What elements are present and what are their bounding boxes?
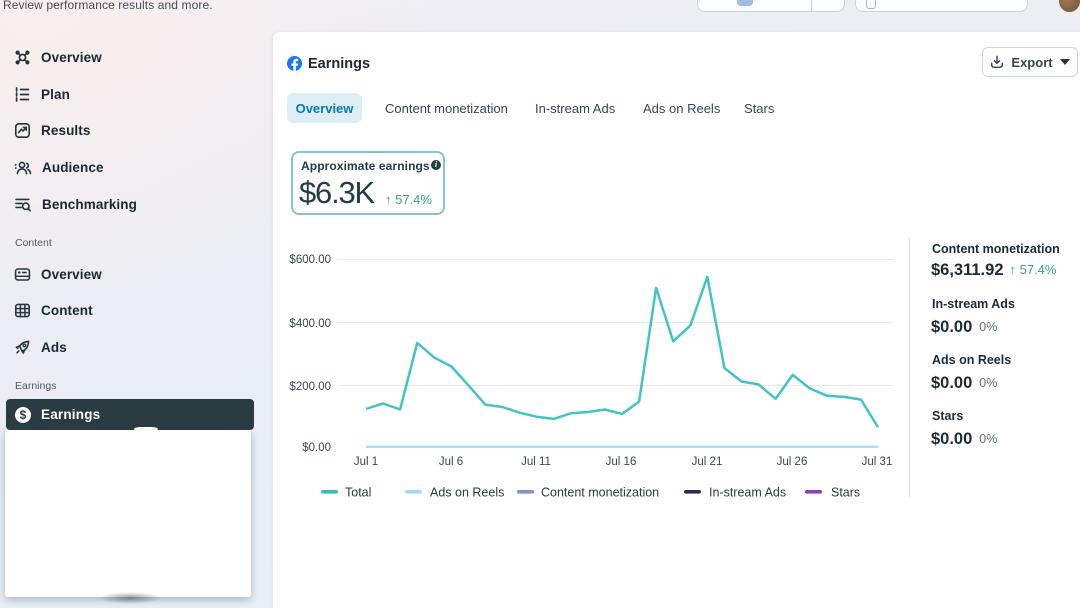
svg-text:$0.00: $0.00 xyxy=(302,442,331,454)
svg-text:Jul 6: Jul 6 xyxy=(439,456,463,468)
svg-text:Jul 21: Jul 21 xyxy=(692,456,723,468)
svg-text:Jul 11: Jul 11 xyxy=(521,456,551,468)
svg-text:Jul 16: Jul 16 xyxy=(606,456,637,468)
svg-text:Content monetization: Content monetization xyxy=(541,486,659,500)
svg-text:Stars: Stars xyxy=(831,486,860,500)
svg-text:$600.00: $600.00 xyxy=(289,254,331,266)
svg-text:$200.00: $200.00 xyxy=(289,381,331,393)
svg-text:Total: Total xyxy=(345,486,371,500)
svg-text:In-stream Ads: In-stream Ads xyxy=(709,486,786,500)
svg-text:$400.00: $400.00 xyxy=(289,318,331,330)
svg-text:Jul 31: Jul 31 xyxy=(862,456,893,468)
svg-text:Jul 1: Jul 1 xyxy=(354,456,378,468)
svg-text:Jul 26: Jul 26 xyxy=(777,456,808,468)
svg-text:Ads on Reels: Ads on Reels xyxy=(430,486,504,500)
